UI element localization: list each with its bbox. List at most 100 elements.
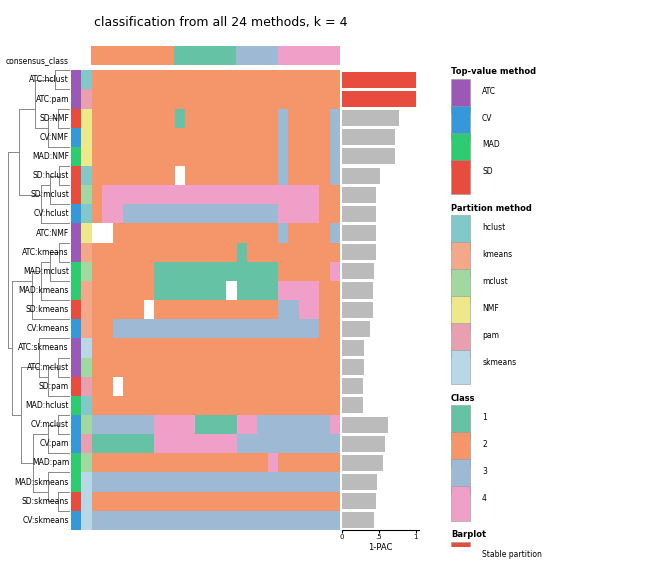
Bar xyxy=(257,358,268,377)
Bar xyxy=(123,358,133,377)
Bar xyxy=(319,281,330,300)
Bar xyxy=(319,46,330,66)
Bar xyxy=(288,128,299,147)
Bar xyxy=(113,358,123,377)
Bar xyxy=(216,358,226,377)
Bar xyxy=(195,166,205,185)
Bar xyxy=(133,434,144,453)
Text: CV:hclust: CV:hclust xyxy=(34,210,69,218)
Bar xyxy=(309,166,319,185)
Bar xyxy=(113,185,123,204)
Bar xyxy=(288,147,299,166)
Bar xyxy=(278,242,288,262)
Bar xyxy=(309,434,319,453)
Bar xyxy=(330,472,340,492)
Bar xyxy=(133,511,144,530)
Bar xyxy=(165,511,175,530)
Bar xyxy=(92,358,102,377)
Bar xyxy=(92,281,102,300)
Bar xyxy=(257,166,268,185)
Bar xyxy=(71,89,82,108)
Bar xyxy=(278,262,288,281)
Bar xyxy=(82,89,92,108)
Bar xyxy=(175,204,185,223)
Bar xyxy=(216,185,226,204)
Bar xyxy=(133,377,144,396)
Bar xyxy=(257,511,268,530)
Bar xyxy=(216,242,226,262)
Bar xyxy=(309,472,319,492)
Bar xyxy=(237,262,247,281)
Bar xyxy=(247,319,257,338)
Bar xyxy=(237,511,247,530)
Bar xyxy=(247,166,257,185)
Bar xyxy=(288,262,299,281)
Bar xyxy=(195,339,205,358)
Bar xyxy=(299,128,309,147)
Bar xyxy=(205,109,216,128)
Bar xyxy=(205,377,216,396)
Bar xyxy=(195,396,205,415)
Text: SD: SD xyxy=(482,168,492,176)
Bar xyxy=(82,204,92,223)
Bar xyxy=(133,300,144,319)
Bar xyxy=(92,204,102,223)
Bar xyxy=(299,223,309,242)
Bar xyxy=(342,378,363,395)
Bar xyxy=(309,147,319,166)
Bar xyxy=(144,70,154,89)
Bar xyxy=(123,242,133,262)
Bar xyxy=(82,453,92,472)
Text: MAD:mclust: MAD:mclust xyxy=(23,267,69,276)
Bar xyxy=(257,109,268,128)
Bar xyxy=(92,415,102,434)
Bar xyxy=(144,89,154,108)
Bar xyxy=(185,109,195,128)
Bar xyxy=(288,46,299,66)
Bar xyxy=(154,281,165,300)
Bar xyxy=(195,492,205,511)
Bar xyxy=(342,474,377,490)
Bar xyxy=(342,435,385,452)
Bar xyxy=(205,242,216,262)
Bar xyxy=(237,46,247,66)
Bar xyxy=(154,204,165,223)
Bar xyxy=(123,472,133,492)
Bar xyxy=(102,339,113,358)
Bar xyxy=(71,358,82,377)
Bar xyxy=(113,434,123,453)
Bar xyxy=(185,511,195,530)
Bar xyxy=(319,242,330,262)
Bar xyxy=(133,70,144,89)
Bar xyxy=(330,511,340,530)
Bar xyxy=(82,242,92,262)
Bar xyxy=(330,46,340,66)
Bar xyxy=(185,204,195,223)
Bar xyxy=(165,339,175,358)
Bar xyxy=(237,70,247,89)
Bar xyxy=(247,242,257,262)
Bar xyxy=(216,319,226,338)
Bar xyxy=(330,319,340,338)
Bar xyxy=(268,223,278,242)
Bar xyxy=(113,147,123,166)
Bar xyxy=(133,109,144,128)
Bar xyxy=(71,396,82,415)
Bar xyxy=(82,319,92,338)
Bar xyxy=(175,300,185,319)
Bar xyxy=(309,70,319,89)
Text: ATC:mclust: ATC:mclust xyxy=(27,363,69,372)
Bar xyxy=(92,319,102,338)
Bar xyxy=(299,415,309,434)
Bar xyxy=(247,434,257,453)
Bar xyxy=(123,89,133,108)
Text: Stable partition: Stable partition xyxy=(482,550,542,559)
Bar xyxy=(195,89,205,108)
Bar xyxy=(133,492,144,511)
Bar xyxy=(165,147,175,166)
Text: SD:kmeans: SD:kmeans xyxy=(26,305,69,314)
Bar xyxy=(247,128,257,147)
Bar xyxy=(247,453,257,472)
Bar xyxy=(175,511,185,530)
Bar xyxy=(247,147,257,166)
